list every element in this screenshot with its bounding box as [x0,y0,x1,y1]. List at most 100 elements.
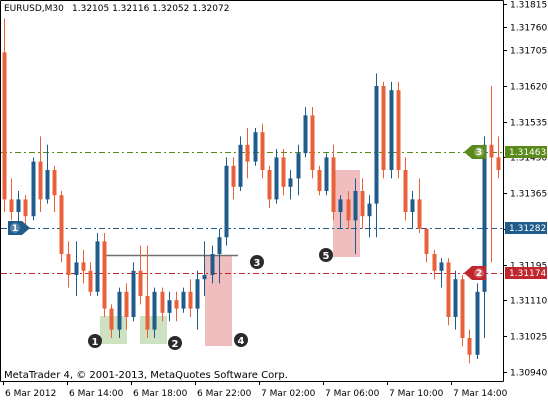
svg-text:1.31282: 1.31282 [509,224,546,234]
candle [296,144,301,196]
candle [346,191,351,229]
candle [374,73,379,238]
candle [188,279,193,317]
candle [396,81,401,179]
candle [338,195,343,229]
price-tags-layer: 1.31463 1.31282 1.31174 1 2 3 [8,145,547,280]
y-tick-label: 1.31195 [510,262,547,272]
candle [38,136,43,212]
candle [74,241,79,296]
candle [439,258,444,288]
x-tick-label: 6 Mar 22:00 [197,389,252,399]
y-tick-label: 1.31535 [510,119,547,129]
x-tick-label: 7 Mar 10:00 [389,389,444,399]
candle [160,287,165,322]
x-tick-label: 6 Mar 14:00 [69,389,124,399]
candle [496,136,501,179]
candle [9,178,14,221]
candle [317,165,322,196]
candle [174,291,179,322]
level-badge-3: 3 [464,145,486,159]
level-badge-2: 2 [464,266,486,280]
svg-text:1: 1 [92,337,99,348]
annotation-marker-4: 4 [234,333,248,347]
annotation-marker-5: 5 [319,248,333,262]
annotation-marker-3: 3 [250,255,264,269]
candle [410,191,415,229]
candle [424,228,429,263]
y-tick-label: 1.31760 [510,24,547,34]
candle [231,157,236,200]
candle [432,249,437,280]
candle [217,228,222,284]
y-tick-label: 1.31705 [510,47,547,57]
x-tick-label: 6 Mar 18:00 [133,389,188,399]
svg-text:1.31174: 1.31174 [509,269,546,279]
svg-text:1: 1 [12,224,18,234]
annotation-marker-1: 1 [88,334,102,348]
candle [489,86,494,263]
x-tick-label: 7 Mar 06:00 [325,389,380,399]
svg-text:4: 4 [238,336,245,347]
candle [202,241,207,296]
candle [66,241,71,288]
highlight-box-pink-4 [205,255,232,346]
candle [467,329,472,364]
candle [31,157,36,221]
candle [210,245,215,284]
candle [109,304,114,338]
candle [389,81,394,179]
candle [224,157,229,246]
y-tick-label: 1.31110 [510,297,547,307]
candle [152,287,157,338]
level-badge-1: 1 [8,221,30,235]
candle [195,270,200,330]
svg-text:5: 5 [323,251,330,262]
candle [288,170,293,200]
candle [167,291,172,322]
candle [303,107,308,158]
candle [353,178,358,254]
chart-symbol: EURUSD,M30 [4,4,64,14]
candle [281,149,286,196]
copyright: MetaTrader 4, © 2001-2013, MetaQuotes So… [4,370,288,381]
candle [460,275,465,347]
y-tick-label: 1.30940 [510,369,547,379]
svg-text:3: 3 [476,148,482,158]
svg-text:2: 2 [172,339,179,350]
candles-layer [2,18,501,364]
candle [45,144,50,204]
candle [482,136,487,338]
candle [138,245,143,305]
candle [446,258,451,326]
candle [59,191,64,263]
chart-ohlc: 1.32105 1.32116 1.32052 1.32072 [72,4,229,14]
candle [131,262,136,322]
candle [145,245,150,338]
annotation-marker-2: 2 [168,336,182,350]
candle [253,128,258,166]
price-tag-1: 1.31282 [505,222,547,234]
candle [95,233,100,296]
candle [260,123,265,179]
time-axis: 6 Mar 2012 6 Mar 14:00 6 Mar 18:00 6 Mar 22… [3,381,508,399]
y-tick-label: 1.31620 [510,83,547,93]
y-tick-label: 1.31365 [510,190,547,200]
price-tag-3: 1.31463 [505,146,547,158]
candle [310,107,315,179]
svg-text:3: 3 [254,258,261,269]
candle [23,195,28,229]
candle [267,165,272,208]
candle [81,249,86,284]
candle [360,178,365,229]
candle [381,81,386,179]
x-tick-label: 6 Mar 2012 [5,389,56,399]
x-tick-label: 7 Mar 02:00 [261,389,316,399]
candle [403,157,408,221]
candle [52,165,57,212]
candle [475,283,480,359]
candle [117,287,122,338]
y-tick-label: 1.31815 [510,1,547,11]
